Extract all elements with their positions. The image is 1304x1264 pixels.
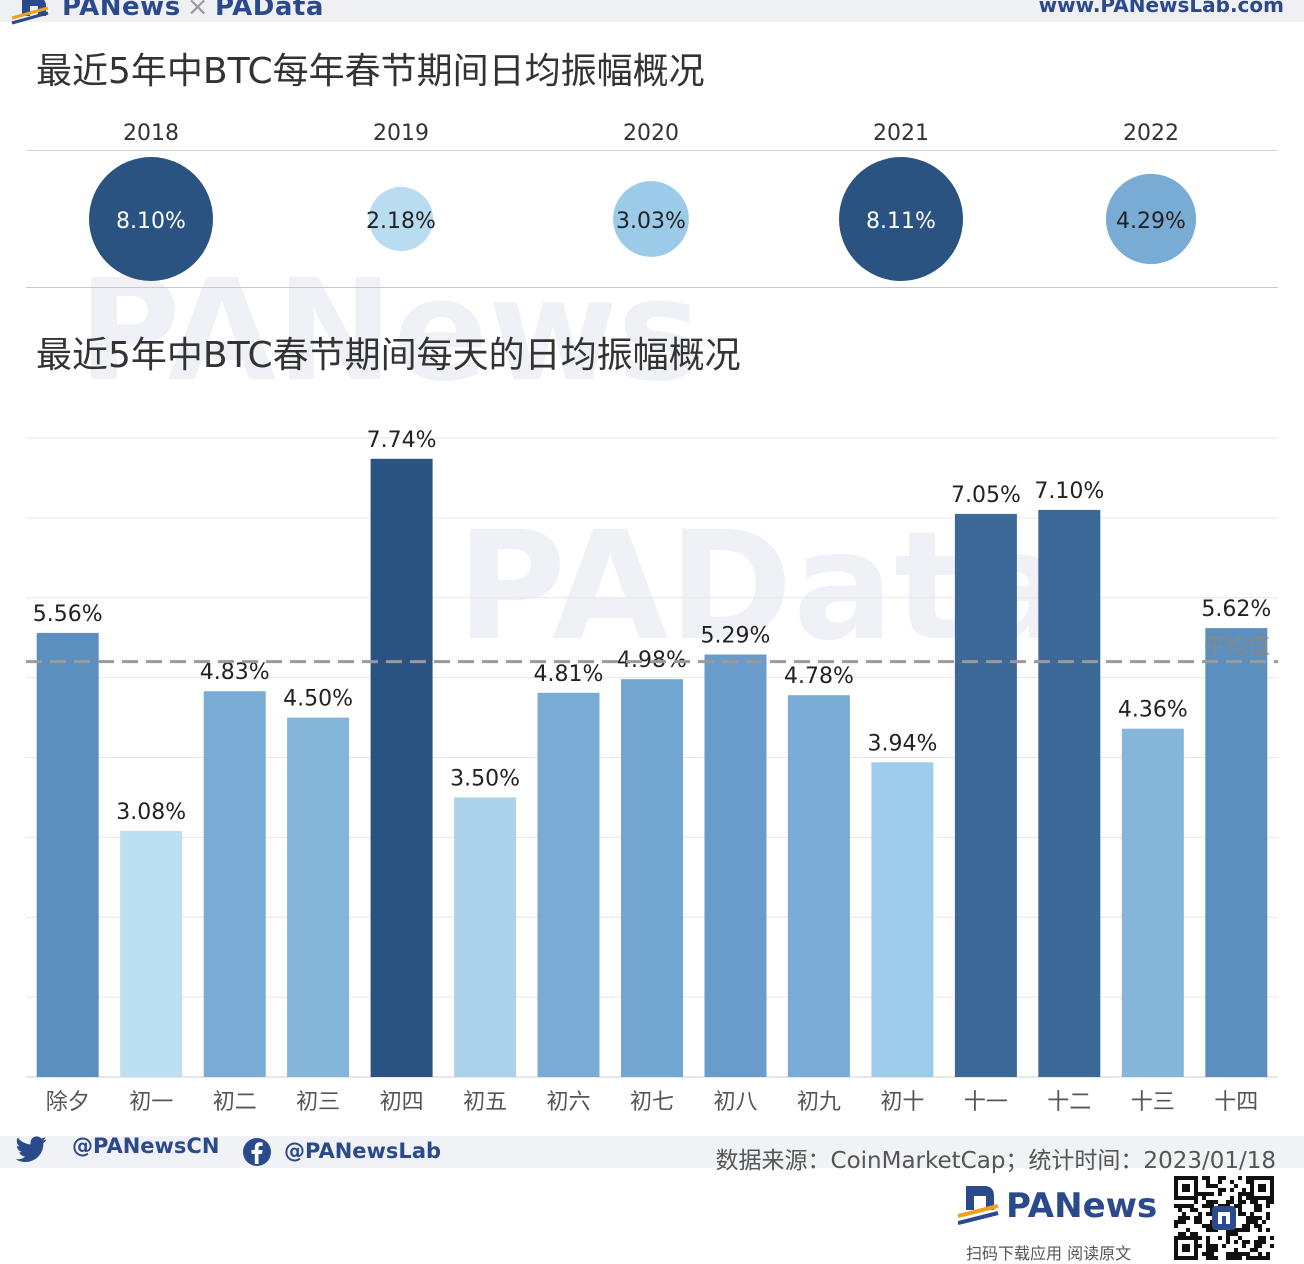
chart2-title: 最近5年中BTC春节期间每天的日均振幅概况 (36, 335, 741, 376)
bar-除夕 (36, 632, 99, 1077)
bar-初一 (120, 831, 183, 1077)
brand-left: PANews (62, 0, 181, 22)
bar-value-label: 4.83% (200, 660, 270, 685)
bar-category-label: 除夕 (46, 1090, 90, 1115)
header-bar (0, 0, 1304, 22)
bubble-value-label: 3.03% (616, 209, 686, 234)
bubble-2018 (89, 157, 213, 281)
bubble-value-label: 8.11% (866, 209, 936, 234)
bar-value-label: 4.81% (534, 662, 604, 687)
bar-十一 (954, 513, 1017, 1077)
bar-category-label: 十二 (1047, 1090, 1091, 1115)
bar-value-label: 5.29% (701, 624, 771, 649)
bar-category-label: 初一 (129, 1090, 173, 1115)
twitter-handle[interactable]: @PANewsCN (72, 1134, 220, 1158)
bar-十三 (1121, 728, 1184, 1077)
brand-separator: × (186, 0, 209, 22)
bar-chart: 5.56% 除夕 3.08% 初一 4.83% 初二 4.50% 初三 7.74% 初四 3.50%… (26, 428, 1278, 1115)
bubble-chart: 2018 8.10% 2019 2.18% 2020 3.03% 2021 8.11% 2022… (89, 121, 1197, 281)
bar-初二 (203, 691, 266, 1077)
bar-十四 (1205, 628, 1268, 1077)
bar-初十 (871, 762, 934, 1077)
bar-category-label: 初八 (713, 1090, 757, 1115)
bubble-year-label: 2021 (873, 121, 929, 146)
bubble-year-label: 2020 (623, 121, 679, 146)
chart1-bottom-rule (26, 287, 1278, 288)
bar-category-label: 初二 (213, 1090, 257, 1115)
bar-category-label: 初七 (630, 1090, 674, 1115)
facebook-handle[interactable]: @PANewsLab (284, 1139, 442, 1163)
bar-category-label: 初十 (880, 1090, 924, 1115)
bar-value-label: 5.62% (1201, 597, 1271, 622)
bubble-value-label: 4.29% (1116, 209, 1186, 234)
bubble-year-label: 2018 (123, 121, 179, 146)
bar-value-label: 4.36% (1118, 698, 1188, 723)
bar-value-label: 7.74% (367, 428, 437, 453)
bar-category-label: 初三 (296, 1090, 340, 1115)
bar-value-label: 3.94% (867, 731, 937, 756)
bar-value-label: 3.08% (116, 800, 186, 825)
facebook-icon[interactable] (242, 1137, 272, 1167)
bar-value-label: 3.50% (450, 766, 520, 791)
bar-value-label: 7.10% (1034, 479, 1104, 504)
bar-category-label: 初六 (546, 1090, 590, 1115)
bubble-year-label: 2019 (373, 121, 429, 146)
bar-初七 (621, 679, 683, 1077)
bar-category-label: 十四 (1214, 1090, 1258, 1115)
twitter-icon[interactable] (14, 1136, 48, 1164)
site-url[interactable]: www.PANewsLab.com (1038, 0, 1284, 17)
chart1-top-rule (26, 150, 1278, 151)
bar-category-label: 十三 (1131, 1090, 1175, 1115)
bubble-2022 (1105, 173, 1197, 265)
bar-value-label: 5.56% (33, 602, 103, 627)
bar-category-label: 初九 (797, 1090, 841, 1115)
bar-category-label: 初五 (463, 1090, 507, 1115)
bubble-2020 (613, 181, 689, 257)
qr-code-icon[interactable] (1174, 1176, 1274, 1260)
bubble-2021 (839, 157, 963, 281)
bar-value-label: 4.78% (784, 664, 854, 689)
footer-logo-text: PANews (1006, 1186, 1158, 1226)
bar-value-label: 7.05% (951, 483, 1021, 508)
average-label: 平均值 (1204, 635, 1270, 660)
bubble-value-label: 2.18% (366, 209, 436, 234)
data-source-note: 数据来源：CoinMarketCap；统计时间：2023/01/18 (715, 1148, 1276, 1174)
bar-初九 (787, 695, 850, 1077)
bar-初八 (704, 654, 767, 1077)
bar-value-label: 4.50% (283, 687, 353, 712)
panews-logo-icon (11, 0, 49, 25)
bar-初四 (370, 458, 433, 1077)
bar-初五 (454, 797, 517, 1077)
bar-category-label: 初四 (380, 1090, 424, 1115)
brand-right: PAData (214, 0, 324, 22)
brand-title: PANews × PAData (62, 0, 324, 22)
scan-instructions: 扫码下载应用 阅读原文 (966, 1244, 1132, 1263)
watermark-panews: PANews (78, 250, 701, 413)
footer-bar (0, 1136, 1304, 1168)
bar-初三 (287, 717, 350, 1077)
bubble-year-label: 2022 (1123, 121, 1179, 146)
bar-十二 (1038, 509, 1101, 1077)
bubble-2019 (368, 186, 434, 252)
bar-初六 (537, 692, 600, 1077)
chart1-title: 最近5年中BTC每年春节期间日均振幅概况 (36, 51, 705, 92)
panews-footer-logo-icon (958, 1186, 999, 1225)
bar-category-label: 十一 (964, 1090, 1008, 1115)
bubble-value-label: 8.10% (116, 209, 186, 234)
